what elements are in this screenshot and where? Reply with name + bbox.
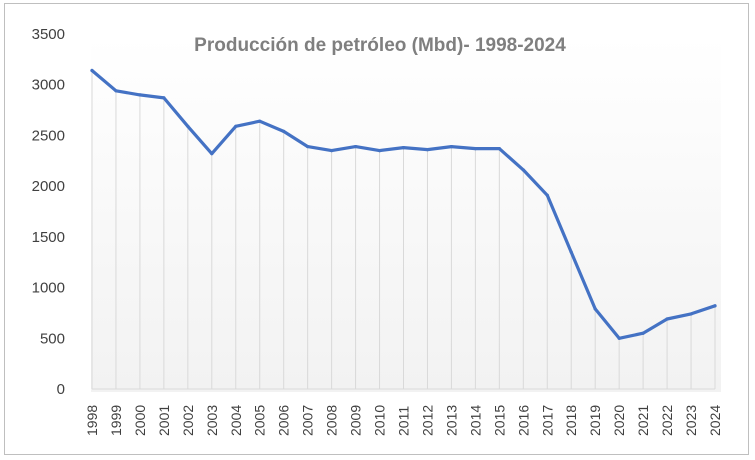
x-tick-label: 2002 bbox=[180, 405, 196, 436]
x-tick-label: 2014 bbox=[467, 405, 483, 436]
x-tick-label: 2009 bbox=[348, 405, 364, 436]
x-tick-label: 2016 bbox=[515, 405, 531, 436]
x-tick-label: 2015 bbox=[491, 405, 507, 436]
data-point bbox=[282, 129, 286, 133]
x-tick-label: 2008 bbox=[324, 405, 340, 436]
data-point bbox=[425, 148, 430, 152]
x-tick-label: 2012 bbox=[419, 405, 435, 436]
y-tick-label: 1500 bbox=[32, 229, 65, 246]
data-point bbox=[258, 119, 262, 123]
data-point bbox=[449, 144, 454, 149]
x-tick-label: 2017 bbox=[539, 405, 555, 436]
data-point bbox=[473, 147, 477, 151]
chart-title: Producción de petróleo (Mbd)- 1998-2024 bbox=[194, 35, 566, 56]
x-tick-label: 2000 bbox=[132, 405, 148, 436]
data-point bbox=[306, 144, 310, 149]
x-tick-label: 2006 bbox=[276, 405, 292, 436]
x-tick-label: 2003 bbox=[204, 405, 220, 436]
x-axis: 1998 1999 2000 2001 2002 2003 2004 2005 2006 2007… bbox=[84, 388, 723, 436]
x-tick-label: 2021 bbox=[635, 405, 651, 436]
data-point bbox=[497, 147, 501, 151]
y-tick-label: 3000 bbox=[32, 77, 65, 94]
plot-area bbox=[91, 36, 721, 392]
x-tick-label: 2018 bbox=[563, 405, 579, 436]
x-tick-label: 2024 bbox=[707, 405, 723, 436]
x-tick-label: 2010 bbox=[372, 405, 388, 436]
data-point bbox=[162, 96, 166, 100]
data-point bbox=[401, 146, 406, 150]
data-point bbox=[593, 307, 597, 311]
data-point bbox=[186, 124, 190, 128]
data-point bbox=[689, 312, 693, 316]
x-tick-label: 2022 bbox=[659, 405, 675, 436]
data-point bbox=[617, 336, 621, 340]
chart-container: Producción de petróleo (Mbd)- 1998-2024 … bbox=[4, 3, 749, 455]
x-tick-label: 2023 bbox=[683, 405, 699, 436]
data-point bbox=[521, 168, 525, 172]
data-point bbox=[641, 331, 645, 335]
data-point bbox=[713, 304, 717, 308]
data-point bbox=[90, 68, 94, 73]
x-tick-label: 2004 bbox=[228, 405, 244, 436]
y-tick-label: 0 bbox=[57, 381, 65, 398]
data-point bbox=[377, 149, 382, 153]
y-tick-label: 2500 bbox=[32, 127, 65, 144]
data-point bbox=[210, 152, 214, 156]
y-tick-label: 2000 bbox=[32, 178, 65, 195]
data-point bbox=[545, 193, 549, 197]
data-point bbox=[138, 93, 142, 97]
x-tick-label: 2011 bbox=[396, 406, 412, 436]
line-chart: Producción de petróleo (Mbd)- 1998-2024 … bbox=[32, 26, 723, 436]
y-axis: 0 500 1000 1500 2000 2500 3000 3500 bbox=[32, 26, 65, 398]
data-point bbox=[665, 317, 669, 321]
x-tick-label: 2005 bbox=[252, 405, 268, 436]
x-tick-label: 2020 bbox=[611, 405, 627, 436]
drop-lines bbox=[91, 70, 716, 389]
data-point bbox=[330, 149, 334, 153]
x-tick-label: 1999 bbox=[108, 405, 124, 436]
x-tick-label: 2001 bbox=[156, 405, 172, 436]
data-point bbox=[234, 124, 238, 128]
x-tick-label: 2013 bbox=[443, 405, 459, 436]
y-tick-label: 3500 bbox=[32, 26, 65, 43]
x-tick-label: 2019 bbox=[587, 405, 603, 436]
x-tick-label: 2007 bbox=[300, 405, 316, 436]
y-tick-label: 500 bbox=[40, 330, 65, 347]
data-point bbox=[114, 89, 118, 93]
data-point bbox=[353, 144, 358, 149]
series-group bbox=[90, 68, 717, 340]
x-tick-label: 1998 bbox=[84, 405, 100, 436]
data-point bbox=[569, 250, 573, 254]
y-tick-label: 1000 bbox=[32, 280, 65, 297]
